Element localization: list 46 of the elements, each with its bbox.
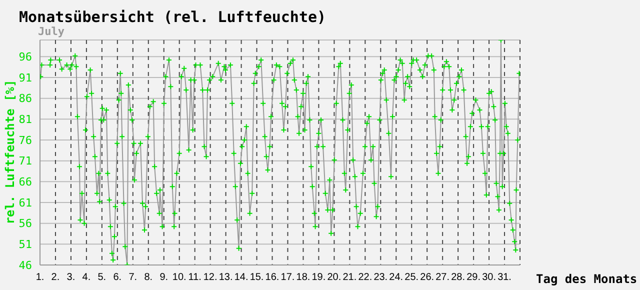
x-axis-title: Tag des Monats [536,272,638,286]
y-tick-label: 76 [18,134,32,147]
x-tick-label: 25. [404,272,419,284]
x-tick-label: 29. [466,272,480,284]
x-tick-label: 4. [82,272,91,284]
x-tick-label: 30. [482,272,496,284]
y-tick-label: 71 [18,154,32,168]
x-tick-label: 14. [234,272,248,284]
x-tick-label: 2. [51,272,60,284]
x-tick-label: 17. [280,272,295,284]
x-tick-label: 5. [98,272,106,284]
x-tick-label: 10. [172,272,186,284]
x-tick-label: 7. [128,272,138,284]
x-tick-label: 16. [265,272,280,284]
x-tick-label: 19. [312,272,326,284]
y-tick-label: 61 [18,196,32,210]
x-tick-label: 31. [498,272,512,284]
x-tick-label: 15. [250,272,264,284]
y-tick-label: 81 [18,113,32,126]
x-tick-label: 23. [374,272,388,284]
y-tick-label: 56 [18,217,32,230]
x-tick-label: 12. [203,272,218,284]
y-tick-label: 86 [18,92,32,106]
x-tick-label: 6. [113,272,122,284]
x-tick-label: 1. [36,272,44,284]
x-tick-label: 22. [358,272,372,284]
y-tick-label: 96 [18,50,32,64]
x-tick-label: 21. [342,272,357,284]
y-tick-label: 51 [18,238,32,252]
x-tick-label: 3. [66,272,76,284]
y-tick-label: 46 [18,258,32,272]
x-tick-label: 20. [327,272,342,284]
x-tick-label: 28. [451,272,466,284]
x-tick-label: 8. [144,272,153,284]
x-tick-label: 24. [389,272,404,284]
chart-subtitle: July [38,25,64,38]
y-tick-label: 91 [18,71,32,84]
x-tick-label: 9. [160,272,168,284]
x-tick-label: 27. [436,272,450,284]
x-tick-label: 26. [420,272,434,284]
chart-title: Monatsübersicht (rel. Luftfeuchte) [19,8,326,26]
x-tick-label: 18. [296,272,310,284]
y-tick-label: 66 [18,176,32,189]
x-tick-label: 11. [188,272,202,284]
y-axis-title: rel. Luftfeuchte [%] [3,80,17,224]
x-tick-label: 13. [218,272,233,284]
